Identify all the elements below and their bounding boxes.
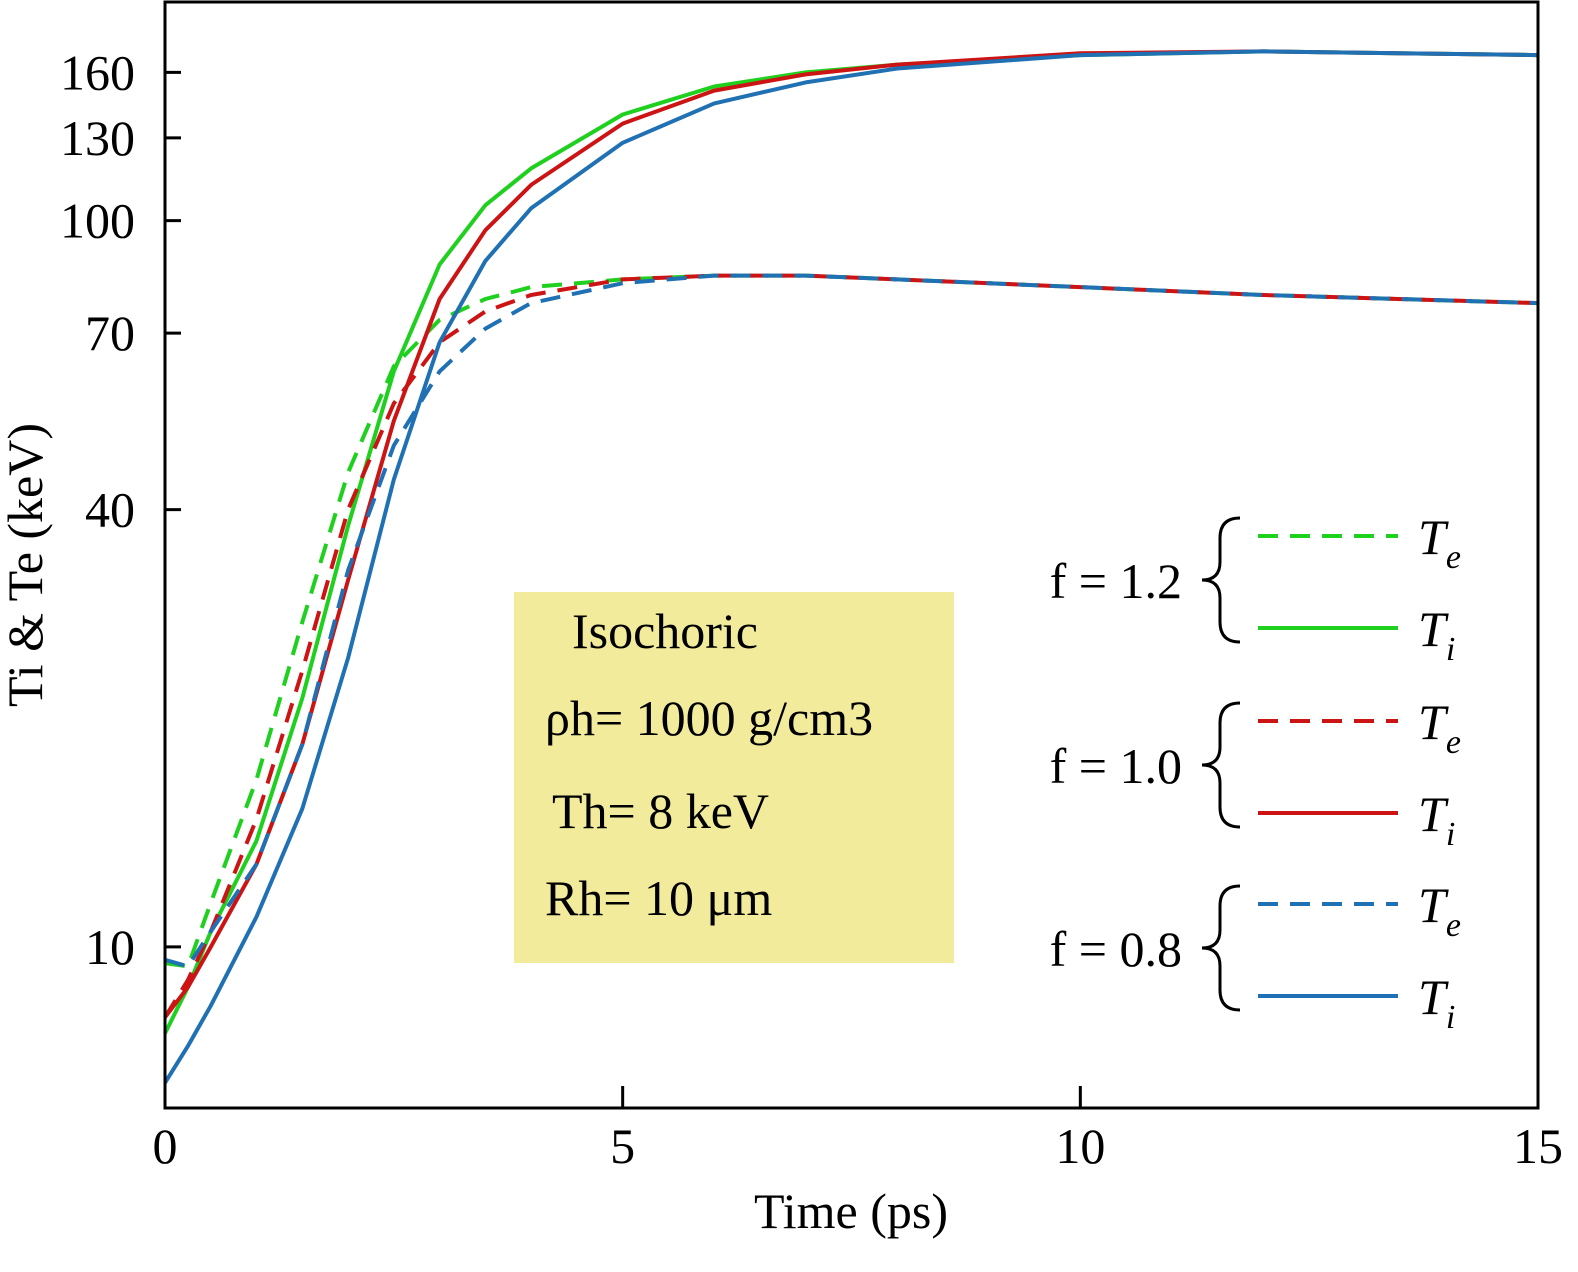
y-tick-label: 160 [60, 44, 135, 100]
annotation-box [514, 592, 954, 963]
series-line [163, 49, 1539, 1084]
legend-group-label: f = 1.2 [1050, 553, 1182, 609]
legend-label: Te [1418, 694, 1461, 761]
x-tick-label: 15 [1513, 1118, 1563, 1174]
legend-brace [1201, 701, 1241, 829]
annotation-line: ρh= 1000 g/cm3 [545, 690, 873, 746]
series-line [163, 49, 1539, 1019]
legend-label: Ti [1418, 786, 1455, 853]
y-tick-label: 40 [85, 482, 135, 538]
legend-label: Te [1418, 509, 1461, 576]
annotation-line: Isochoric [572, 603, 758, 659]
legend-label: Ti [1418, 601, 1455, 668]
x-tick-label: 10 [1055, 1118, 1105, 1174]
annotation-line: Th= 8 keV [552, 783, 769, 839]
y-tick-label: 100 [60, 193, 135, 249]
series-line [164, 273, 1539, 969]
y-tick-label: 70 [85, 305, 135, 361]
legend-group-label: f = 1.0 [1050, 738, 1182, 794]
legend-brace [1201, 884, 1241, 1012]
y-axis-title: Ti & Te (keV) [0, 423, 53, 707]
plot-frame [163, 0, 1540, 1110]
legend-brace [1201, 516, 1241, 644]
x-tick-label: 0 [153, 1118, 178, 1174]
legend-label: Ti [1418, 969, 1455, 1036]
legend-group-label: f = 0.8 [1050, 921, 1182, 977]
annotation-line: Rh= 10 μm [545, 870, 772, 926]
x-axis-title: Time (ps) [754, 1183, 948, 1239]
legend-label: Te [1418, 877, 1461, 944]
x-tick-label: 5 [610, 1118, 635, 1174]
y-tick-label: 10 [85, 919, 135, 975]
y-tick-label: 130 [60, 110, 135, 166]
